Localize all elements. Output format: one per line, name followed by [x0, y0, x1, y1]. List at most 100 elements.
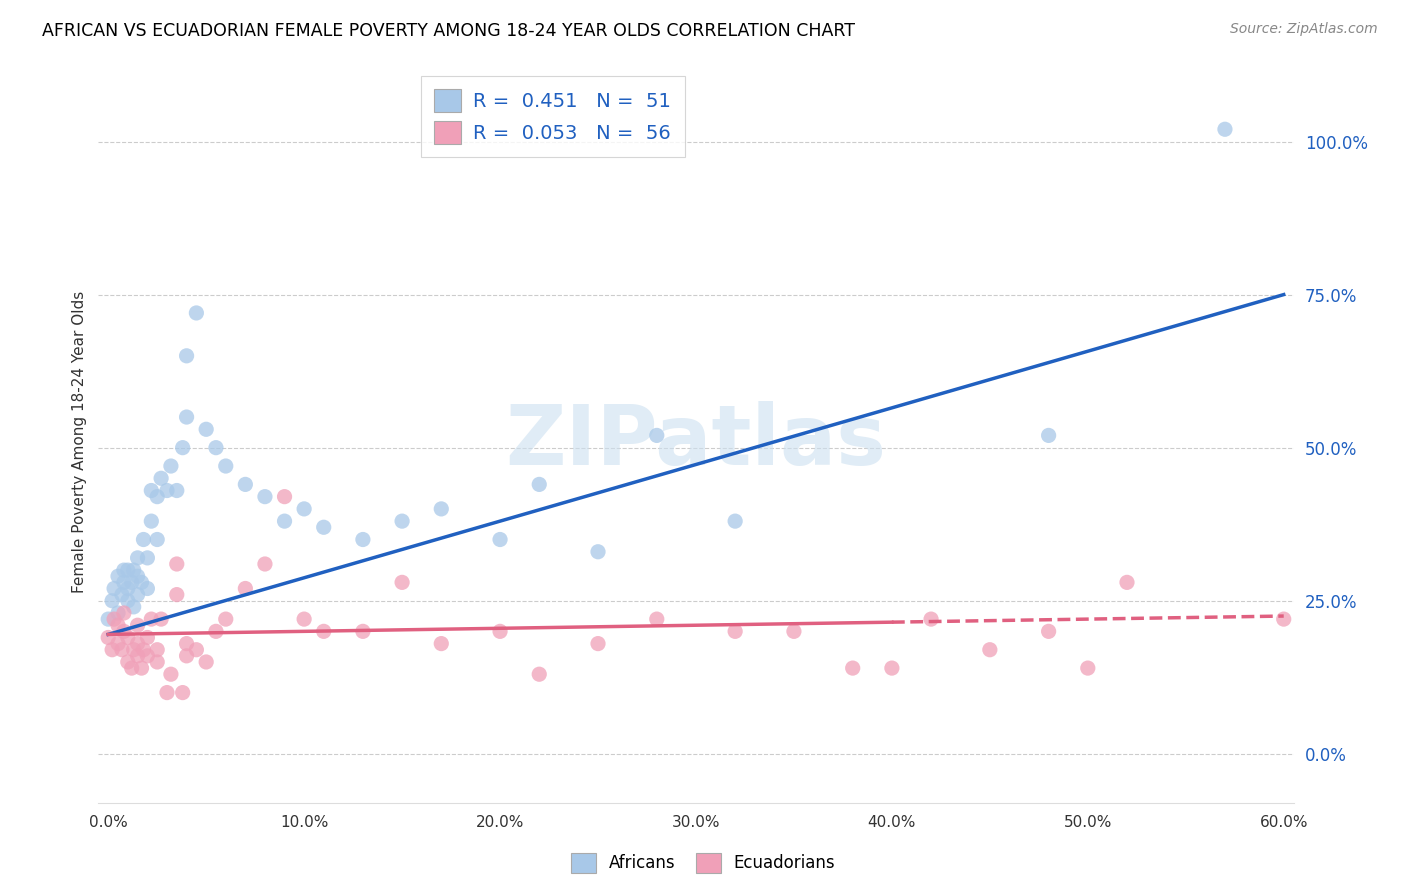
Point: [127, 550, 149, 565]
Point: [132, 642, 155, 657]
Point: [292, 502, 315, 516]
Point: [136, 582, 159, 596]
Point: [391, 514, 413, 528]
Point: [103, 582, 125, 596]
Point: [166, 588, 188, 602]
Point: [136, 631, 159, 645]
Point: [146, 490, 169, 504]
Point: [122, 642, 145, 657]
Point: [172, 441, 194, 455]
Point: [117, 563, 139, 577]
Point: [253, 557, 276, 571]
Point: [112, 606, 135, 620]
Point: [186, 642, 208, 657]
Point: [160, 667, 183, 681]
Point: [121, 575, 143, 590]
Point: [166, 483, 188, 498]
Point: [111, 588, 134, 602]
Y-axis label: Female Poverty Among 18-24 Year Olds: Female Poverty Among 18-24 Year Olds: [72, 291, 87, 592]
Point: [141, 514, 163, 528]
Point: [235, 582, 257, 596]
Point: [146, 533, 169, 547]
Point: [122, 563, 145, 577]
Point: [529, 667, 551, 681]
Point: [724, 624, 747, 639]
Point: [645, 428, 668, 442]
Point: [160, 458, 183, 473]
Point: [253, 490, 276, 504]
Point: [273, 490, 295, 504]
Point: [215, 612, 238, 626]
Point: [112, 563, 135, 577]
Point: [127, 588, 149, 602]
Point: [176, 410, 198, 425]
Point: [215, 458, 238, 473]
Point: [141, 483, 163, 498]
Text: Source: ZipAtlas.com: Source: ZipAtlas.com: [1230, 22, 1378, 37]
Point: [195, 422, 218, 436]
Point: [101, 593, 124, 607]
Point: [724, 514, 747, 528]
Point: [586, 545, 609, 559]
Point: [107, 618, 129, 632]
Point: [146, 642, 169, 657]
Point: [176, 648, 198, 663]
Point: [430, 637, 453, 651]
Point: [132, 533, 155, 547]
Point: [391, 575, 413, 590]
Point: [112, 624, 135, 639]
Point: [1213, 122, 1236, 136]
Point: [107, 637, 129, 651]
Point: [430, 502, 453, 516]
Point: [101, 642, 124, 657]
Point: [117, 582, 139, 596]
Point: [841, 661, 863, 675]
Point: [107, 606, 129, 620]
Point: [312, 520, 335, 534]
Point: [107, 569, 129, 583]
Point: [127, 648, 149, 663]
Point: [117, 655, 139, 669]
Point: [122, 599, 145, 614]
Point: [131, 661, 153, 675]
Point: [150, 612, 173, 626]
Point: [783, 624, 806, 639]
Point: [1038, 624, 1060, 639]
Point: [131, 575, 153, 590]
Text: ZIPatlas: ZIPatlas: [506, 401, 886, 482]
Point: [489, 533, 512, 547]
Point: [150, 471, 173, 485]
Point: [176, 637, 198, 651]
Point: [146, 655, 169, 669]
Point: [166, 557, 188, 571]
Point: [920, 612, 942, 626]
Point: [112, 575, 135, 590]
Point: [136, 648, 159, 663]
Text: AFRICAN VS ECUADORIAN FEMALE POVERTY AMONG 18-24 YEAR OLDS CORRELATION CHART: AFRICAN VS ECUADORIAN FEMALE POVERTY AMO…: [42, 22, 855, 40]
Point: [489, 624, 512, 639]
Point: [880, 661, 903, 675]
Point: [645, 612, 668, 626]
Point: [1272, 612, 1295, 626]
Point: [97, 612, 120, 626]
Point: [186, 306, 208, 320]
Point: [136, 550, 159, 565]
Legend: R =  0.451   N =  51, R =  0.053   N =  56: R = 0.451 N = 51, R = 0.053 N = 56: [420, 76, 685, 157]
Point: [127, 637, 149, 651]
Point: [352, 624, 374, 639]
Point: [156, 685, 179, 699]
Point: [176, 349, 198, 363]
Point: [235, 477, 257, 491]
Point: [127, 569, 149, 583]
Point: [1038, 428, 1060, 442]
Point: [141, 612, 163, 626]
Point: [111, 642, 134, 657]
Point: [103, 612, 125, 626]
Point: [195, 655, 218, 669]
Point: [979, 642, 1001, 657]
Point: [127, 618, 149, 632]
Point: [156, 483, 179, 498]
Point: [586, 637, 609, 651]
Point: [205, 624, 228, 639]
Legend: Africans, Ecuadorians: Africans, Ecuadorians: [564, 847, 842, 880]
